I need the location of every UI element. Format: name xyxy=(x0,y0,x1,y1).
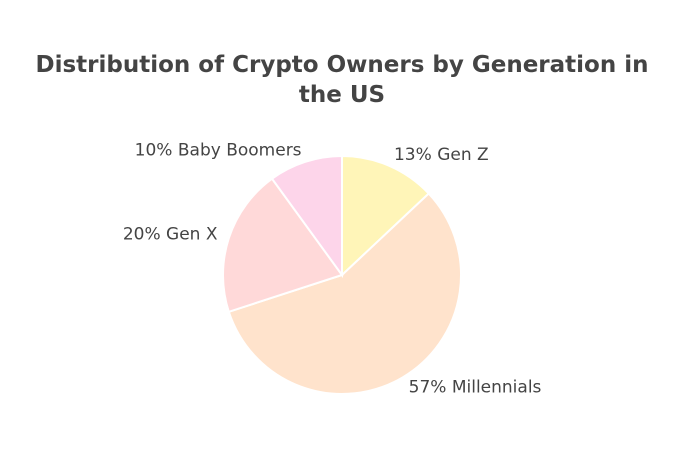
slice-label: 20% Gen X xyxy=(123,225,218,245)
value-label: 10% xyxy=(135,141,173,161)
slice-label: 57% Millennials xyxy=(409,378,542,398)
pie-slice xyxy=(222,177,344,314)
pie-slice xyxy=(270,154,343,279)
slice-label: 10% Baby Boomers xyxy=(135,141,302,161)
category-label: Gen Z xyxy=(437,145,488,165)
pie-slice xyxy=(227,192,462,395)
pie-slice xyxy=(341,154,431,278)
chart-title: Distribution of Crypto Owners by Generat… xyxy=(35,52,649,108)
value-label: 13% xyxy=(394,145,432,165)
value-label: 20% xyxy=(123,225,161,245)
category-label: Baby Boomers xyxy=(178,141,302,161)
category-label: Millennials xyxy=(452,378,542,398)
category-label: Gen X xyxy=(166,225,218,245)
value-label: 57% xyxy=(409,378,447,398)
slice-label: 13% Gen Z xyxy=(394,145,489,165)
